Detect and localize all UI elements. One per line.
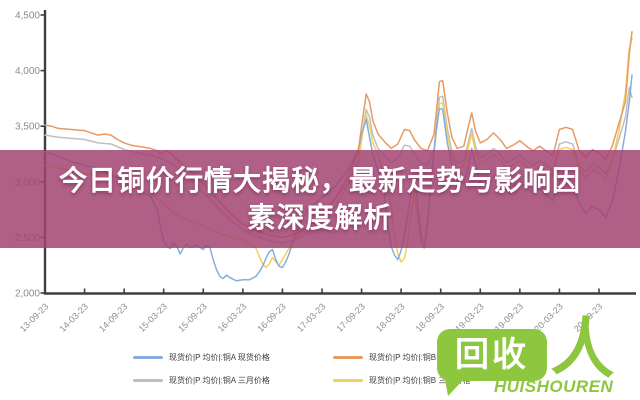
legend-swatch-blue (133, 356, 163, 359)
y-tick-label: 2,000 (15, 289, 40, 300)
x-tick-label: 15-03-23 (137, 301, 170, 334)
legend-item-orange: 现货价|P 均价|:铜B 现货价格 (333, 352, 470, 363)
x-tick-label: 14-09-23 (97, 301, 130, 334)
x-tick-label: 13-09-23 (18, 301, 51, 334)
legend-swatch-orange (333, 356, 363, 359)
legend-item-gray: 现货价|P 均价|:铜A 三月价格 (133, 375, 270, 386)
y-tick-label: 3,500 (15, 122, 40, 133)
x-tick-label: 14-03-23 (57, 301, 90, 334)
legend-label: 现货价|P 均价|:铜B 三月价格 (369, 376, 471, 385)
y-tick-label: 4,000 (15, 66, 40, 77)
legend-item-blue: 现货价|P 均价|:铜A 现货价格 (133, 352, 270, 363)
logo-person-icon: 人 (549, 309, 619, 387)
legend-label: 现货价|P 均价|:铜A 现货价格 (169, 353, 270, 362)
logo-caption: HUISHOUREN (494, 377, 614, 396)
legend-swatch-gray (133, 379, 163, 382)
huishouren-logo: 回收 人 HUISHOUREN (430, 310, 640, 400)
legend-label: 现货价|P 均价|:铜B 现货价格 (369, 353, 471, 362)
x-tick-label: 18-03-23 (374, 301, 407, 334)
x-tick-label: 16-09-23 (255, 301, 288, 334)
page-title-line1: 今日铜价行情大揭秘，最新走势与影响因 (58, 165, 581, 196)
title-banner: 今日铜价行情大揭秘，最新走势与影响因 素深度解析 (0, 150, 640, 248)
y-tick-label: 4,500 (15, 11, 40, 22)
logo-speech-bubble: 回收 (437, 329, 547, 381)
legend-item-yellow: 现货价|P 均价|:铜B 三月价格 (333, 375, 470, 386)
page-title-line2: 素深度解析 (247, 202, 393, 233)
x-tick-label: 17-09-23 (334, 301, 367, 334)
logo-bubble-text: 回收 (455, 336, 529, 374)
logo-bubble-tail (445, 379, 464, 396)
x-tick-label: 16-03-23 (216, 301, 249, 334)
x-tick-label: 15-09-23 (176, 301, 209, 334)
legend-label: 现货价|P 均价|:铜A 三月价格 (169, 376, 270, 385)
legend-swatch-yellow (333, 379, 363, 382)
x-tick-label: 17-03-23 (295, 301, 328, 334)
